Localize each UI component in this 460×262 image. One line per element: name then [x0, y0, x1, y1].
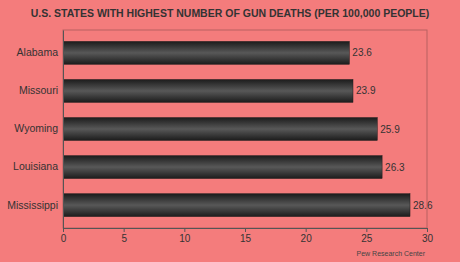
- x-tick-label: 15: [240, 233, 252, 244]
- y-tick: Mississippi: [7, 199, 63, 211]
- plot-frame: [63, 30, 427, 228]
- y-tick: Louisiana: [13, 160, 63, 172]
- y-tick-label: Louisiana: [13, 160, 58, 172]
- data-label: 28.6: [413, 200, 433, 211]
- x-tick-label: 0: [61, 233, 67, 244]
- y-tick: Alabama: [17, 46, 63, 58]
- x-tick: 30: [422, 228, 434, 244]
- x-tick-label: 30: [422, 233, 434, 244]
- y-tick: Wyoming: [14, 122, 63, 134]
- bar: [63, 194, 410, 217]
- y-tick-label: Alabama: [17, 46, 59, 58]
- bar: [63, 41, 349, 64]
- y-tick: Missouri: [19, 84, 63, 96]
- data-label: 23.9: [356, 85, 376, 96]
- x-axis: 0 5 10 15 20 25 30: [61, 228, 434, 244]
- bar: [63, 156, 382, 179]
- x-tick-mark: [63, 228, 64, 232]
- x-tick-label: 25: [361, 233, 373, 244]
- x-tick: 10: [179, 228, 191, 244]
- x-tick: 0: [61, 228, 67, 244]
- x-tick-label: 10: [179, 233, 191, 244]
- y-axis-line: [63, 31, 64, 229]
- y-tick-label: Missouri: [19, 84, 58, 96]
- data-label: 25.9: [380, 124, 400, 135]
- background: [0, 0, 460, 262]
- bar: [63, 118, 377, 141]
- x-tick-label: 5: [121, 233, 127, 244]
- bars: [63, 41, 410, 216]
- x-tick-mark: [366, 228, 367, 232]
- data-labels: 23.6 23.9 25.9 26.3 28.6: [352, 47, 433, 210]
- x-tick-label: 20: [301, 233, 313, 244]
- x-tick-mark: [124, 228, 125, 232]
- annotation: Pew Research Center: [357, 250, 426, 257]
- x-tick: 25: [361, 228, 373, 244]
- x-tick-mark: [245, 228, 246, 232]
- x-tick-mark: [427, 228, 428, 232]
- x-tick-mark: [184, 228, 185, 232]
- data-label: 23.6: [352, 47, 372, 58]
- y-axis: Alabama Missouri Wyoming Louisiana Mississip…: [7, 31, 63, 229]
- y-tick-label: Wyoming: [14, 122, 58, 134]
- bar: [63, 80, 353, 103]
- plot: 23.6 23.9 25.9 26.3 28.6 0 5 10 15 20 25 30 Alabama M…: [7, 30, 433, 257]
- x-tick: 15: [240, 228, 252, 244]
- x-tick: 20: [301, 228, 313, 244]
- y-tick-label: Mississippi: [7, 199, 58, 211]
- data-label: 26.3: [385, 162, 405, 173]
- x-tick-mark: [306, 228, 307, 232]
- x-tick: 5: [121, 228, 127, 244]
- title: U.S. STATES WITH HIGHEST NUMBER OF GUN D…: [31, 7, 429, 19]
- chart: U.S. STATES WITH HIGHEST NUMBER OF GUN D…: [0, 0, 460, 262]
